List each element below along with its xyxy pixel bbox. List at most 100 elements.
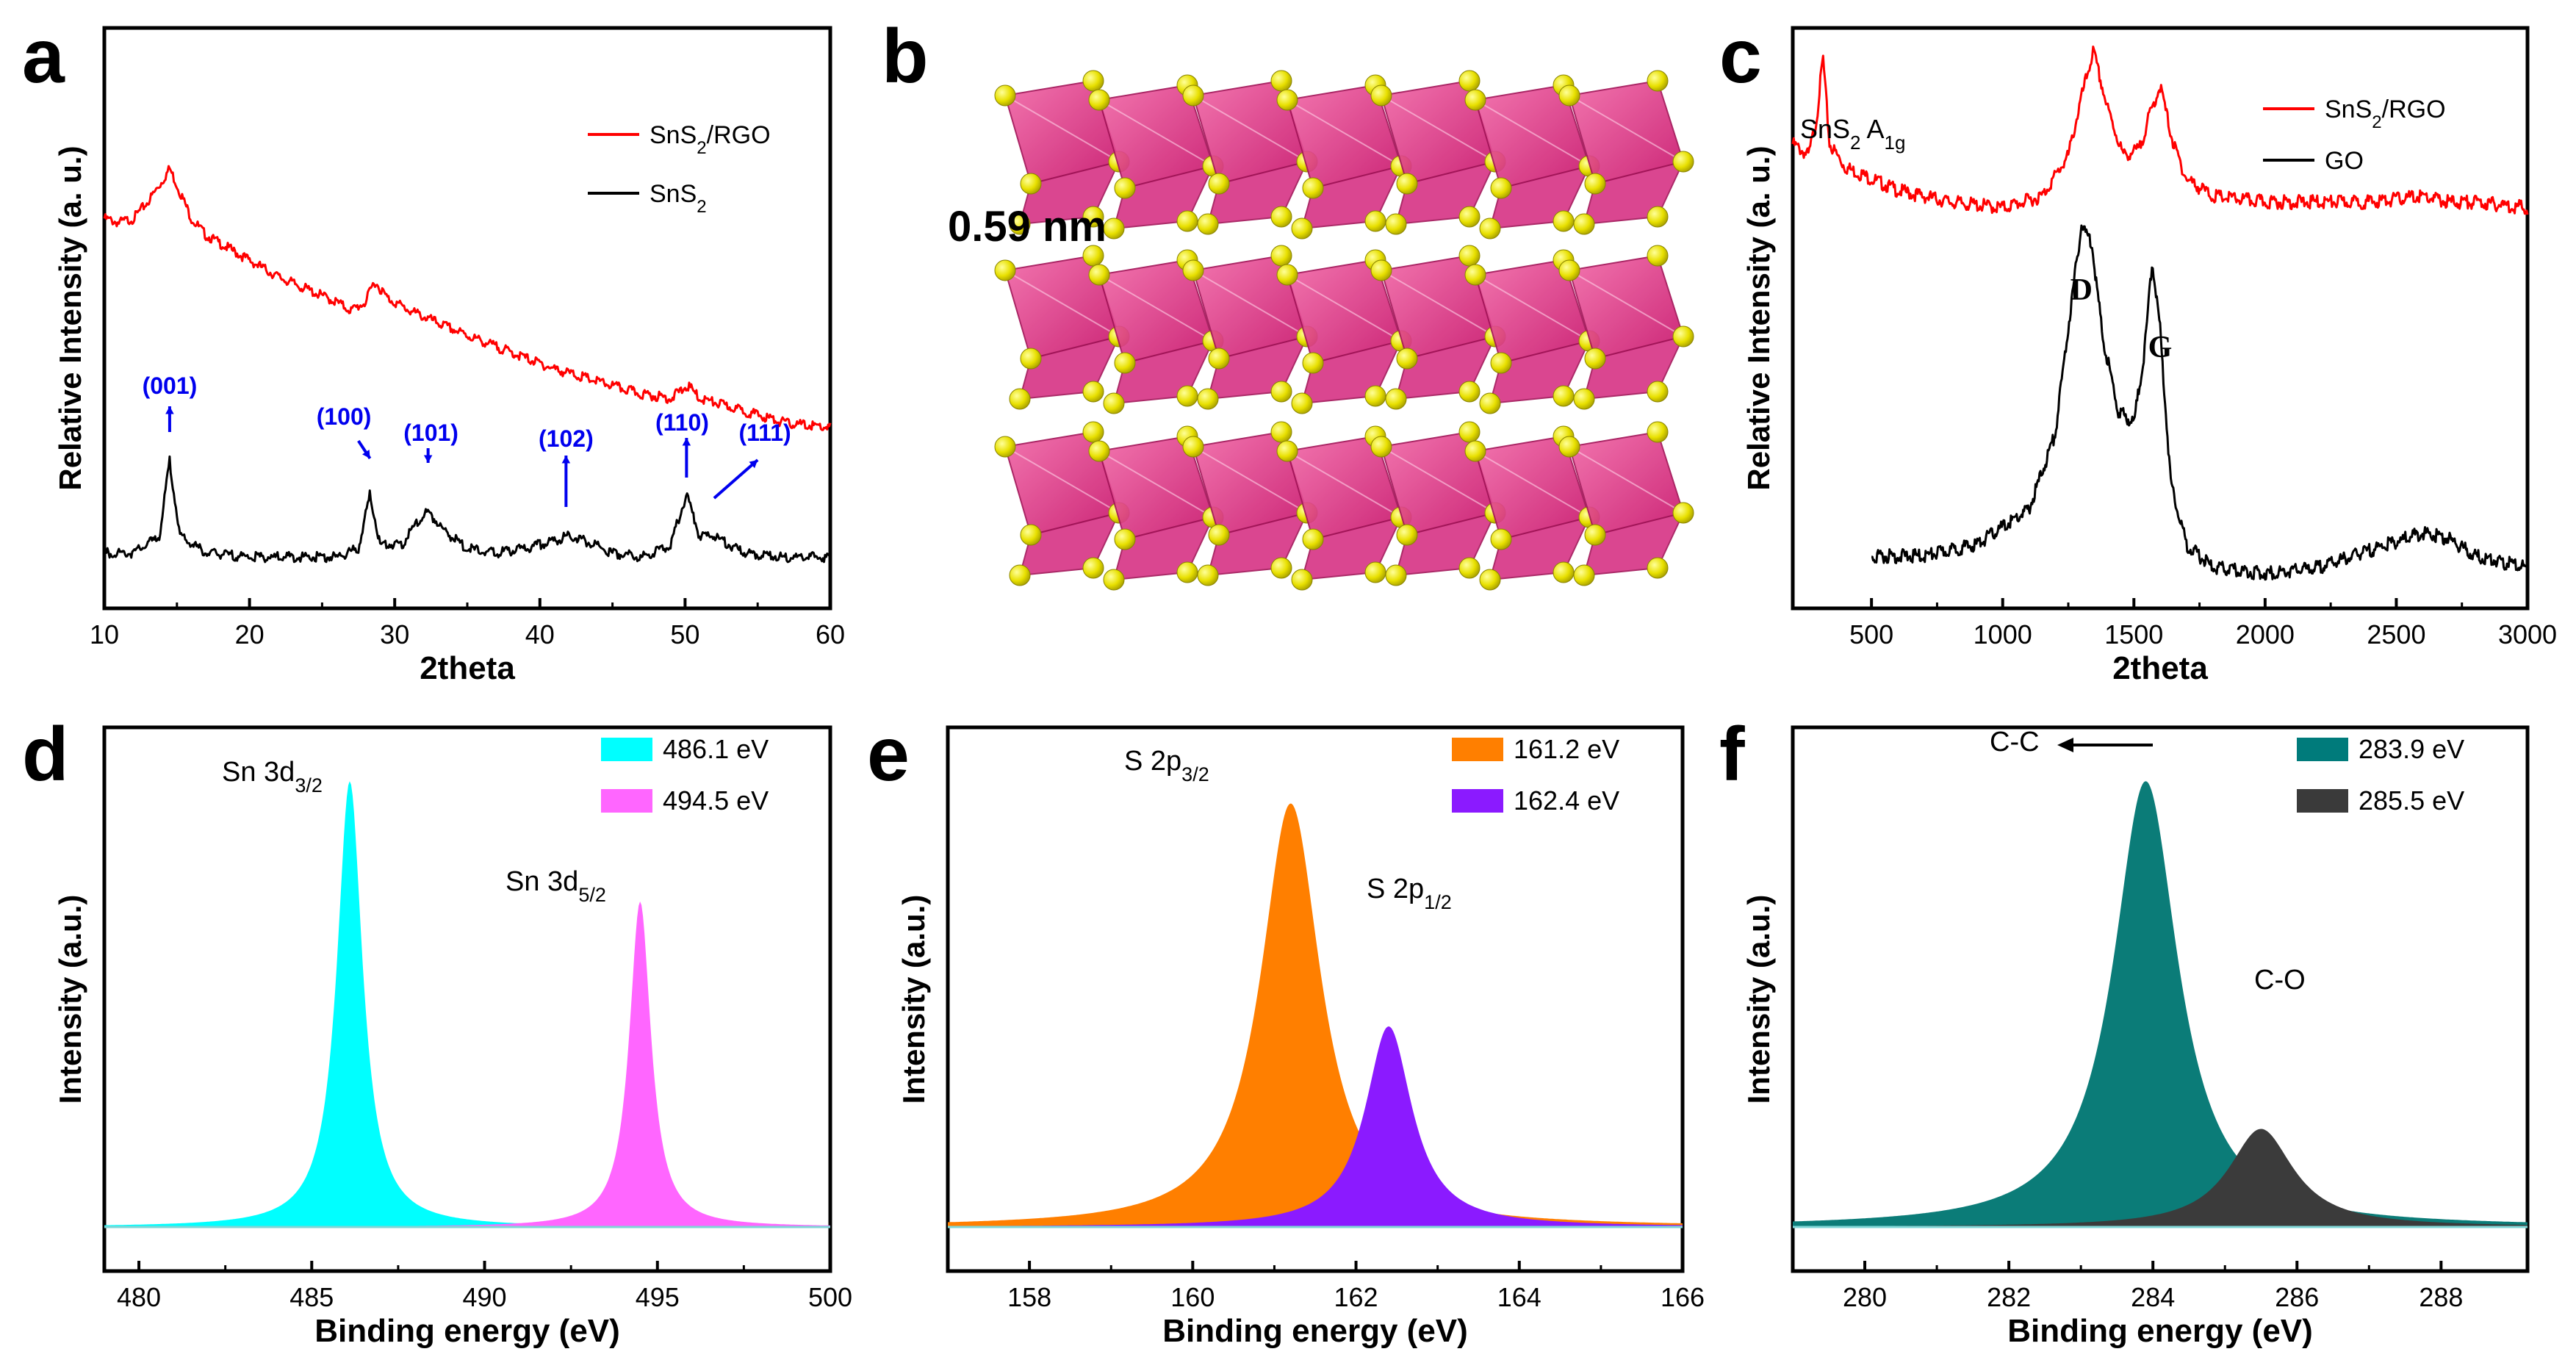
- x-tick-label: 1000: [1974, 619, 2032, 649]
- legend-swatch: [1452, 738, 1503, 761]
- x-tick-label: 10: [90, 619, 119, 649]
- panel-a-annotations: (001) (100) (101) (102) (110) (111): [143, 373, 791, 507]
- edge: [1098, 99, 1214, 167]
- sulfur-atom: [1197, 564, 1219, 586]
- legend-label: 486.1 eV: [663, 734, 769, 764]
- peak-annotation: C-O: [2254, 965, 2306, 996]
- annotation-arrowhead: [682, 438, 691, 446]
- sulfur-atom: [1208, 524, 1230, 546]
- annotation-arrowhead: [165, 406, 174, 414]
- x-axis-label: 2theta: [2112, 650, 2208, 686]
- x-tick-label: 282: [1987, 1282, 2031, 1312]
- sulfur-atom: [1291, 392, 1313, 414]
- sulfur-atom: [1364, 561, 1386, 583]
- legend-swatch: [1452, 789, 1503, 813]
- sulfur-atom: [1009, 213, 1031, 235]
- legend-label: SnS2: [650, 180, 707, 217]
- x-axis-label: 2theta: [420, 650, 515, 686]
- sulfur-atom: [1276, 264, 1298, 286]
- sulfur-atom: [1291, 569, 1313, 591]
- panel-letter-c: c: [1719, 14, 1762, 99]
- edge: [1381, 446, 1496, 514]
- sulfur-atom: [1197, 388, 1219, 410]
- peak-annotation: Sn 3d3/2: [222, 757, 323, 796]
- annotation-arrowhead: [423, 455, 433, 463]
- sulfur-atom: [1584, 524, 1606, 546]
- sulfur-atom: [1364, 210, 1386, 232]
- sulfur-atom: [1479, 569, 1501, 591]
- x-tick-label: 480: [117, 1282, 161, 1312]
- sns2-layer: [994, 421, 1694, 591]
- sulfur-atom: [1458, 70, 1481, 92]
- peak-annotation: (001): [143, 373, 198, 399]
- sulfur-atom: [1573, 213, 1595, 235]
- edge: [1569, 446, 1684, 514]
- sulfur-atom: [1458, 421, 1481, 443]
- sulfur-atom: [1458, 557, 1481, 579]
- panel-d-peaks: [104, 781, 830, 1228]
- edge: [1004, 95, 1120, 162]
- sulfur-atom: [1490, 352, 1512, 374]
- plot-frame: [1791, 725, 2530, 1273]
- sulfur-atom: [1396, 348, 1418, 370]
- edge: [1381, 95, 1496, 162]
- x-tick-label: 500: [1849, 619, 1893, 649]
- annotation-arrowhead: [749, 460, 758, 469]
- x-axis-label: Binding energy (eV): [1162, 1313, 1468, 1349]
- legend-label: 283.9 eV: [2359, 734, 2464, 764]
- sulfur-atom: [1672, 325, 1694, 348]
- sulfur-atom: [1490, 528, 1512, 550]
- sulfur-atom: [1114, 352, 1136, 374]
- panel-letter-d: d: [22, 712, 69, 797]
- panel-e-axes: 158 160 162 164 166 Binding energy (eV) Intens…: [896, 725, 1705, 1349]
- peak-annotation-a1g: SnS2 A1g: [1800, 114, 1905, 154]
- sulfur-atom: [1103, 217, 1125, 240]
- annotation-arrow: [713, 458, 759, 500]
- sulfur-atom: [994, 436, 1016, 458]
- edge: [1475, 99, 1590, 167]
- sulfur-atom: [1458, 381, 1481, 403]
- sulfur-atom: [1553, 210, 1575, 232]
- y-axis-label: Intensity (a.u.): [1741, 895, 1776, 1104]
- edge: [1192, 446, 1308, 514]
- series-line-0: [103, 165, 832, 431]
- x-tick-label: 500: [808, 1282, 852, 1312]
- edge: [1192, 95, 1308, 162]
- x-tick-label: 1500: [2104, 619, 2163, 649]
- plot-frame: [102, 26, 832, 611]
- panel-letter-f: f: [1719, 712, 1745, 797]
- sulfur-atom: [1082, 421, 1104, 443]
- sulfur-atom: [1464, 89, 1486, 111]
- legend-label: SnS2/RGO: [650, 121, 771, 158]
- x-axis-label: Binding energy (eV): [314, 1313, 620, 1349]
- peak-annotation: (110): [655, 409, 709, 436]
- legend-label: 161.2 eV: [1514, 734, 1619, 764]
- sulfur-atom: [1302, 352, 1324, 374]
- panel-f-axes: 280 282 284 286 288 Binding energy (eV) Intens…: [1741, 725, 2530, 1349]
- panel-a-axes: 10 20 30 40 50 60 2theta Relative Intensity (a.…: [53, 26, 845, 686]
- sulfur-atom: [1208, 348, 1230, 370]
- x-tick-label: 158: [1007, 1282, 1051, 1312]
- x-tick-label: 490: [462, 1282, 506, 1312]
- sulfur-atom: [1270, 557, 1292, 579]
- sulfur-atom: [1082, 206, 1104, 228]
- sulfur-atom: [1291, 217, 1313, 240]
- peak-annotation: S 2p3/2: [1124, 746, 1209, 785]
- sulfur-atom: [1396, 173, 1418, 195]
- sulfur-atom: [1114, 177, 1136, 199]
- sulfur-atom: [1370, 84, 1392, 107]
- sulfur-atom: [1182, 259, 1204, 281]
- sulfur-atom: [1208, 173, 1230, 195]
- sulfur-atom: [1009, 564, 1031, 586]
- legend-swatch: [601, 738, 652, 761]
- sulfur-atom: [1464, 440, 1486, 462]
- sulfur-atom: [1114, 528, 1136, 550]
- sulfur-atom: [1302, 528, 1324, 550]
- sulfur-atom: [1020, 524, 1042, 546]
- sulfur-atom: [1573, 564, 1595, 586]
- sulfur-atom: [1458, 245, 1481, 267]
- panel-f-legend: 283.9 eV 285.5 eV: [2297, 734, 2464, 816]
- x-tick-label: 485: [289, 1282, 334, 1312]
- peak-annotation: Sn 3d5/2: [506, 866, 606, 906]
- peak-annotation: (100): [317, 403, 372, 430]
